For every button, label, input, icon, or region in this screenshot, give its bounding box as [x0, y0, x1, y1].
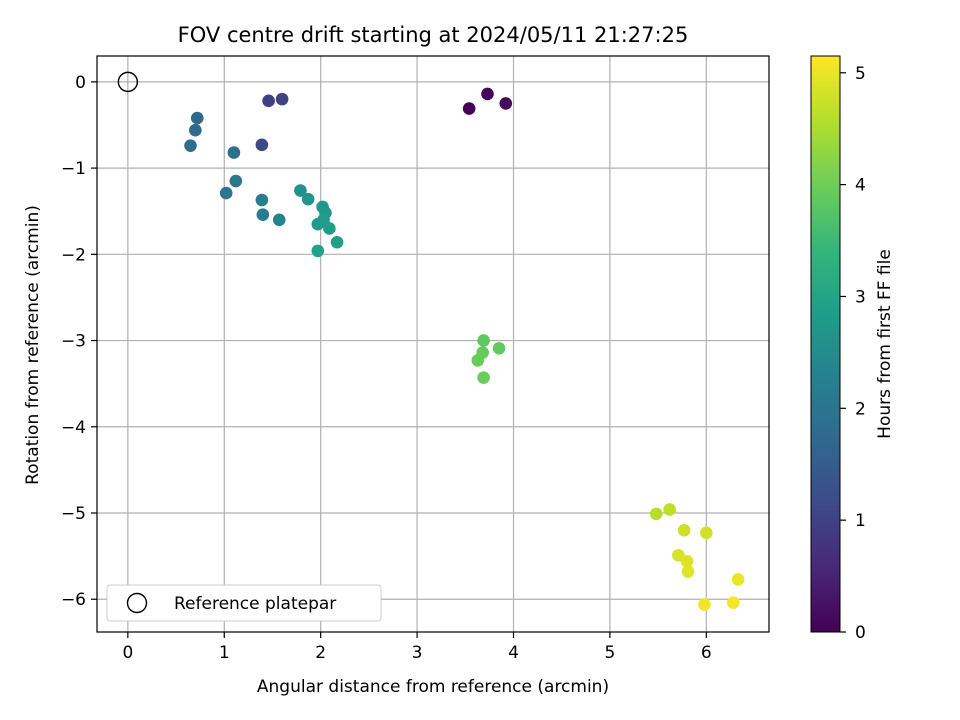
data-point — [731, 573, 745, 586]
legend-box — [106, 584, 382, 622]
reference-point-marker — [117, 71, 139, 93]
data-point — [462, 102, 476, 115]
data-point — [219, 186, 233, 200]
colorbar-tick-label: 1 — [855, 511, 866, 531]
data-point — [492, 342, 506, 355]
y-tick-label: 0 — [75, 73, 86, 93]
colorbar-gradient — [810, 55, 841, 633]
data-point — [471, 354, 485, 367]
data-point — [681, 565, 695, 578]
x-axis-label: Angular distance from reference (arcmin) — [257, 677, 609, 697]
data-point — [229, 174, 243, 188]
x-tick-label: 4 — [508, 643, 519, 663]
x-tick-label: 6 — [701, 643, 712, 663]
chart-title: FOV centre drift starting at 2024/05/11 … — [178, 23, 689, 47]
colorbar-tick-label: 4 — [855, 176, 866, 196]
data-point — [227, 146, 241, 159]
y-tick-label: −6 — [61, 590, 86, 610]
data-point — [294, 184, 307, 197]
data-point — [190, 111, 204, 125]
y-tick-label: −4 — [61, 418, 86, 438]
data-point — [330, 235, 344, 249]
data-point — [262, 94, 275, 108]
data-point — [477, 334, 490, 347]
data-point — [499, 97, 513, 110]
data-point — [255, 138, 269, 152]
x-tick-label: 1 — [219, 643, 230, 663]
data-point — [323, 222, 336, 235]
data-point — [700, 526, 713, 540]
y-tick-label: −2 — [61, 245, 86, 265]
y-tick-label: −3 — [61, 332, 86, 352]
colorbar-tick-label: 5 — [855, 64, 866, 84]
colorbar-tick-label: 0 — [855, 623, 866, 643]
grid — [97, 56, 769, 632]
data-point — [189, 123, 202, 137]
y-tick-label: −5 — [61, 504, 86, 524]
data-point — [663, 503, 676, 516]
legend: Reference platepar — [106, 584, 382, 622]
x-tick-label: 3 — [412, 643, 423, 663]
data-point — [255, 193, 269, 207]
data-point — [698, 598, 711, 611]
data-point — [680, 554, 694, 568]
legend-label: Reference platepar — [174, 594, 336, 614]
colorbar: 0 1 2 3 4 5 Hours from first FF file — [810, 55, 895, 643]
data-point — [481, 87, 494, 101]
data-point — [184, 139, 197, 152]
legend-marker-reference — [126, 592, 148, 614]
colorbar-tick-label: 2 — [855, 399, 866, 419]
data-point — [727, 596, 740, 609]
y-tick-label: −1 — [61, 159, 86, 179]
data-point — [677, 523, 691, 537]
axis-ticks: 0 1 2 3 4 5 6 0 −1 −2 −3 −4 −5 −6 — [61, 73, 712, 663]
colorbar-tick-label: 3 — [855, 287, 866, 307]
data-point — [275, 92, 289, 106]
data-point — [256, 208, 270, 221]
data-point — [311, 244, 325, 258]
data-points — [117, 71, 745, 611]
x-tick-label: 0 — [122, 643, 133, 663]
x-tick-label: 2 — [315, 643, 326, 663]
data-point — [272, 213, 286, 227]
data-point — [477, 371, 490, 384]
x-tick-label: 5 — [605, 643, 616, 663]
data-point — [649, 507, 663, 521]
plot-frame — [96, 55, 770, 633]
colorbar-label: Hours from first FF file — [875, 249, 895, 439]
y-axis-label: Rotation from reference (arcmin) — [23, 205, 43, 485]
data-point — [301, 192, 315, 206]
colorbar-ticks: 0 1 2 3 4 5 — [840, 64, 866, 643]
